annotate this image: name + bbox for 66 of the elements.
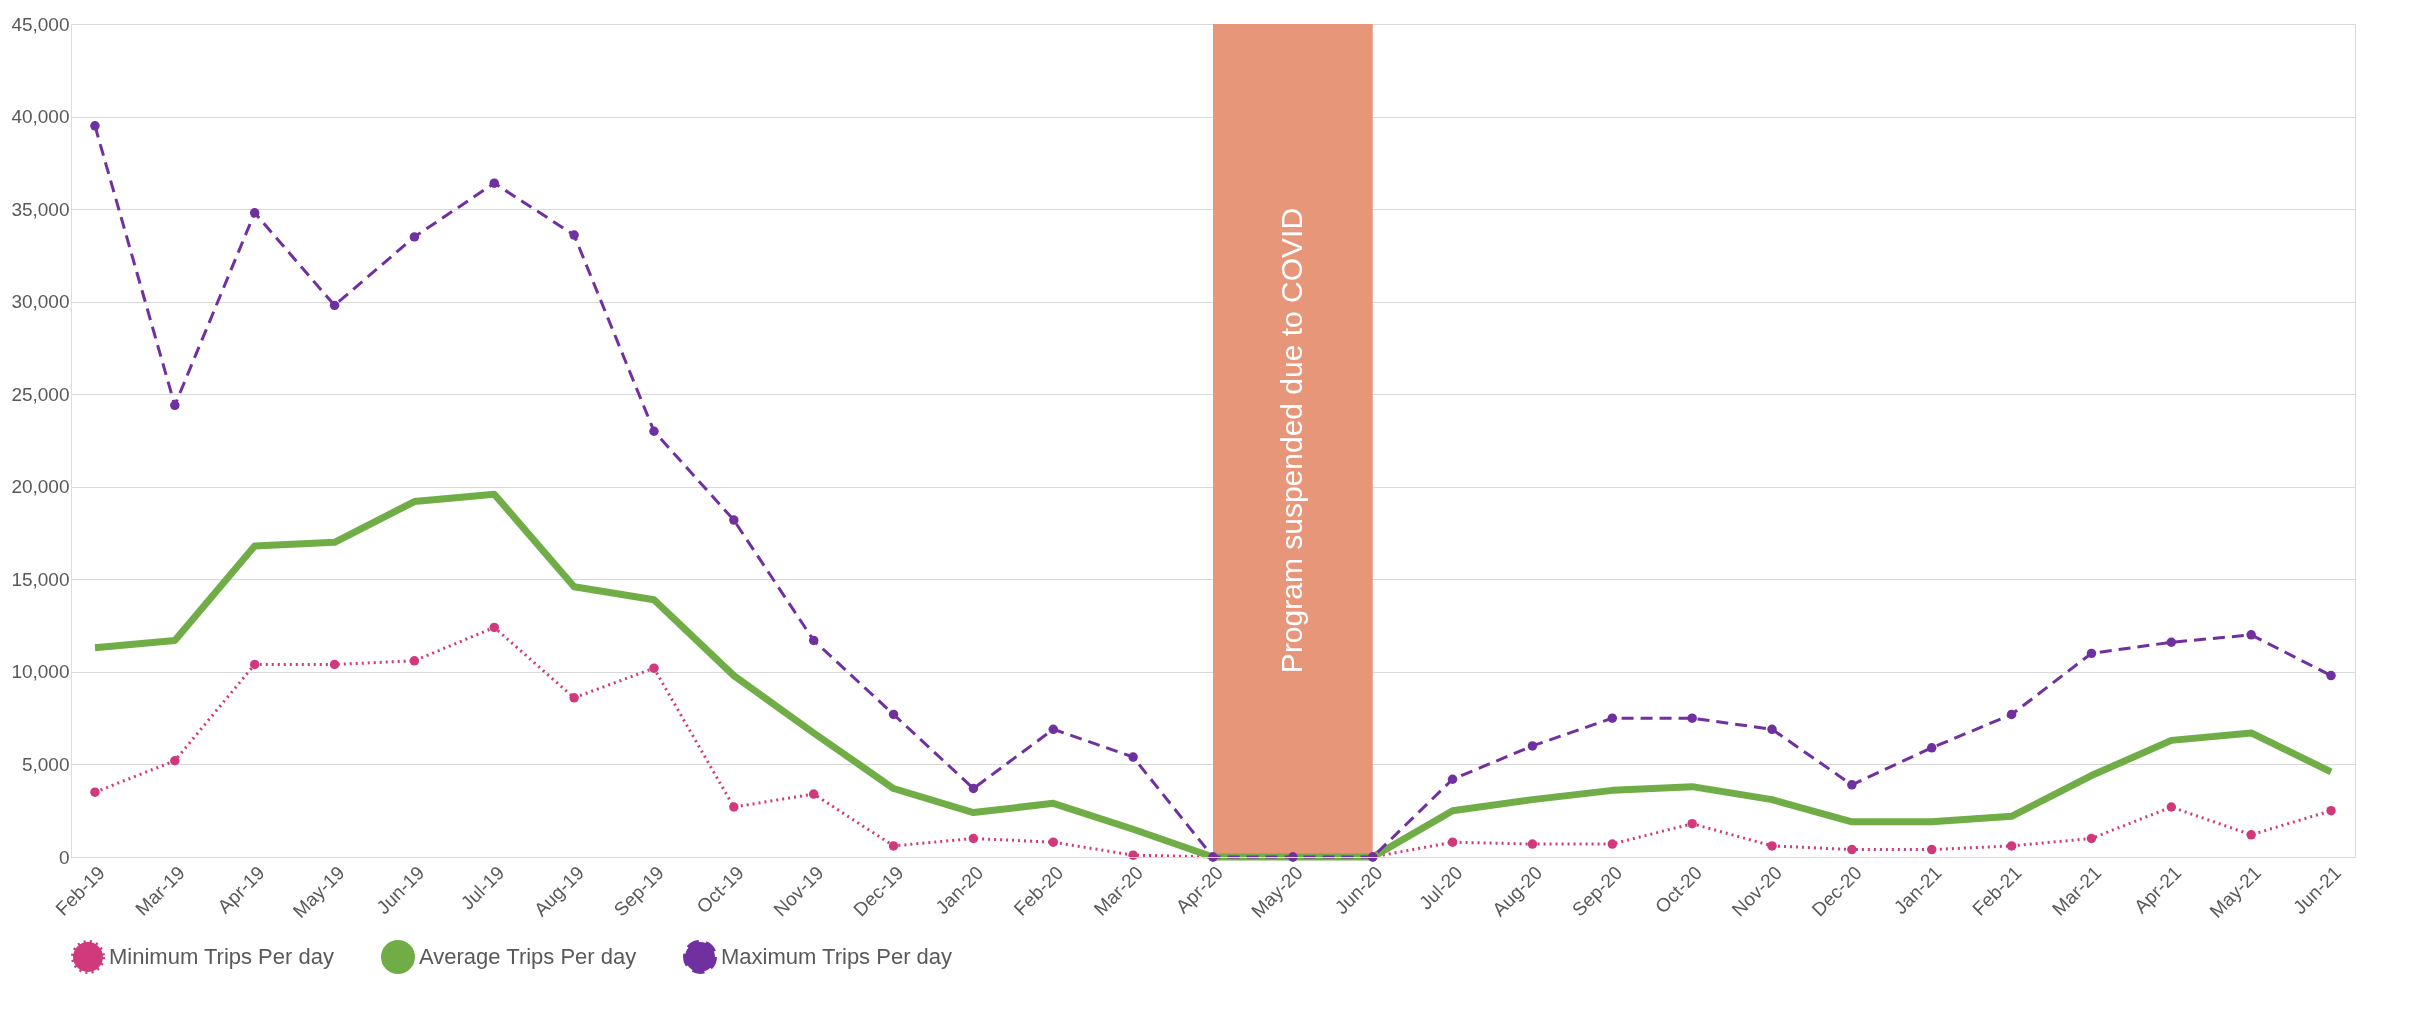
point (968, 783, 979, 794)
point (2166, 802, 2177, 812)
point (2006, 841, 2017, 851)
point (2086, 833, 2097, 844)
y-tick-label: 45,000 (11, 13, 70, 35)
point (1447, 774, 1458, 784)
point (808, 789, 819, 799)
point (90, 121, 100, 131)
point (249, 659, 260, 670)
point (1048, 837, 1059, 847)
point (649, 426, 659, 436)
point (1687, 818, 1697, 829)
point (729, 515, 739, 525)
y-tick-label: 35,000 (11, 198, 70, 220)
point (569, 230, 579, 240)
point (1128, 850, 1138, 860)
point (1927, 743, 1937, 753)
point (888, 709, 899, 720)
point (329, 300, 340, 311)
point (2006, 709, 2017, 720)
legend-label: Average Trips Per day (419, 944, 637, 969)
legend-label: Minimum Trips Per day (109, 944, 334, 969)
point (2326, 805, 2336, 816)
point (968, 833, 979, 844)
point (1847, 780, 1857, 790)
legend-label: Maximum Trips Per day (721, 944, 953, 969)
point (1847, 844, 1857, 855)
point (409, 232, 420, 242)
y-tick-label: 25,000 (11, 383, 70, 405)
point (1607, 839, 1618, 849)
y-tick-label: 5,000 (21, 753, 70, 775)
point (170, 756, 180, 766)
point (1687, 713, 1697, 723)
point (569, 693, 579, 703)
point (170, 400, 180, 411)
point (1128, 752, 1138, 762)
y-tick-label: 30,000 (11, 291, 70, 313)
y-tick-label: 40,000 (11, 106, 70, 128)
point (489, 178, 499, 188)
point (489, 622, 499, 633)
point (1767, 724, 1777, 735)
point (2246, 830, 2256, 840)
y-tick-label: 15,000 (11, 568, 70, 590)
point (1927, 844, 1937, 855)
y-tick-label: 0 (58, 846, 70, 868)
y-tick-label: 20,000 (11, 476, 70, 498)
point (409, 656, 420, 666)
point (1527, 741, 1538, 751)
point (329, 659, 340, 670)
point (1447, 837, 1458, 847)
point (2086, 648, 2097, 659)
point (2326, 670, 2336, 681)
point (2246, 630, 2256, 640)
point (2166, 637, 2177, 647)
point (249, 208, 260, 218)
band-label: Program suspended due to COVID (1274, 207, 1308, 674)
point (649, 663, 659, 673)
y-tick-label: 10,000 (11, 661, 70, 683)
point (1767, 841, 1777, 851)
point (90, 787, 100, 797)
point (1607, 713, 1618, 723)
point (888, 841, 899, 851)
point (808, 635, 819, 646)
point (729, 802, 739, 812)
point (1048, 724, 1059, 735)
point (1527, 839, 1538, 849)
